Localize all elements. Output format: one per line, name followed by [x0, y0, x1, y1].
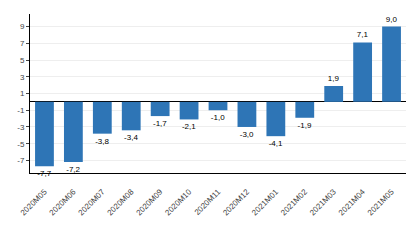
svg-text:2021M02: 2021M02 — [279, 187, 309, 217]
svg-text:2021M03: 2021M03 — [308, 187, 338, 217]
svg-text:-7,7: -7,7 — [37, 169, 51, 178]
svg-text:2020M06: 2020M06 — [48, 187, 78, 217]
svg-text:9: 9 — [20, 22, 25, 31]
svg-text:2020M11: 2020M11 — [193, 187, 223, 217]
svg-text:1: 1 — [20, 89, 25, 98]
svg-text:-4,1: -4,1 — [269, 139, 283, 148]
svg-text:9,0: 9,0 — [386, 15, 398, 24]
svg-text:-5: -5 — [17, 140, 25, 149]
svg-text:-2,1: -2,1 — [182, 122, 196, 131]
svg-text:3: 3 — [20, 73, 25, 82]
svg-text:2020M09: 2020M09 — [134, 187, 164, 217]
svg-text:1,9: 1,9 — [328, 74, 340, 83]
svg-text:2020M08: 2020M08 — [106, 187, 136, 217]
svg-text:2020M10: 2020M10 — [163, 187, 193, 217]
svg-text:2021M01: 2021M01 — [250, 187, 280, 217]
svg-text:-3: -3 — [17, 123, 25, 132]
svg-text:7,1: 7,1 — [357, 30, 369, 39]
svg-text:2020M07: 2020M07 — [77, 187, 107, 217]
svg-text:-3,8: -3,8 — [95, 137, 109, 146]
svg-text:-1,9: -1,9 — [298, 121, 312, 130]
svg-text:5: 5 — [20, 56, 25, 65]
svg-text:7: 7 — [20, 39, 25, 48]
svg-text:-1,7: -1,7 — [153, 119, 167, 128]
svg-text:-1: -1 — [17, 106, 25, 115]
svg-text:2020M12: 2020M12 — [221, 187, 251, 217]
svg-text:-1,0: -1,0 — [211, 113, 225, 122]
svg-text:-3,0: -3,0 — [240, 130, 254, 139]
svg-text:2021M04: 2021M04 — [337, 187, 367, 217]
svg-text:2020M05: 2020M05 — [19, 187, 49, 217]
svg-text:-3,4: -3,4 — [124, 133, 138, 142]
svg-text:-7,2: -7,2 — [66, 165, 80, 174]
svg-text:-7: -7 — [17, 156, 25, 165]
svg-text:2021M05: 2021M05 — [366, 187, 396, 217]
